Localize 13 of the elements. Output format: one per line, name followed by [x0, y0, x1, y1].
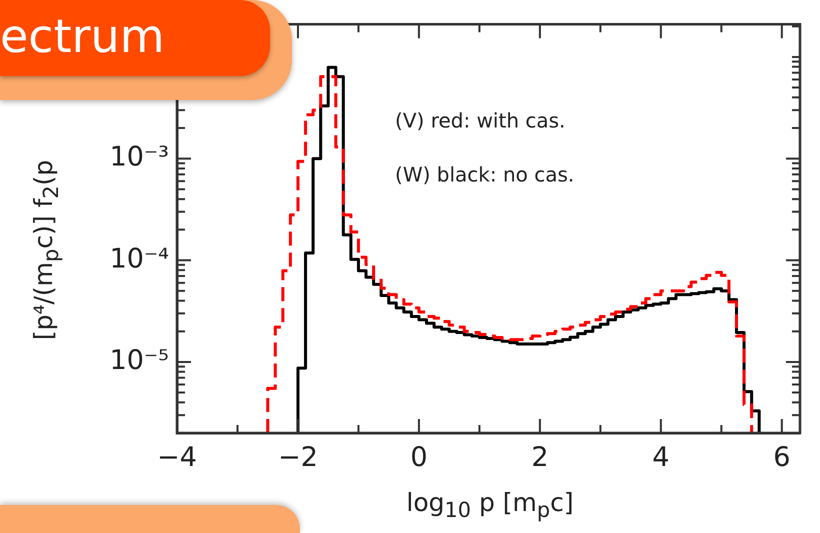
annotation: (W) black: no cas. [395, 162, 574, 186]
x-tick-label: −2 [278, 442, 318, 474]
x-tick-label: 0 [410, 442, 428, 474]
x-axis-title: log$_{10}$ p [m$_{p}$c] [406, 488, 574, 522]
chart-title: ectrum [0, 8, 165, 64]
y-tick-label: 10⁻⁴ [110, 243, 169, 274]
y-tick-label: 10⁻⁵ [110, 344, 169, 376]
x-tick-label: 6 [773, 442, 790, 474]
annotation: (V) red: with cas. [395, 108, 566, 132]
x-tick-label: −4 [157, 442, 197, 474]
x-tick-label: 4 [652, 442, 670, 474]
x-tick-label: 2 [531, 442, 549, 474]
y-tick-label: 10⁻³ [110, 142, 169, 173]
